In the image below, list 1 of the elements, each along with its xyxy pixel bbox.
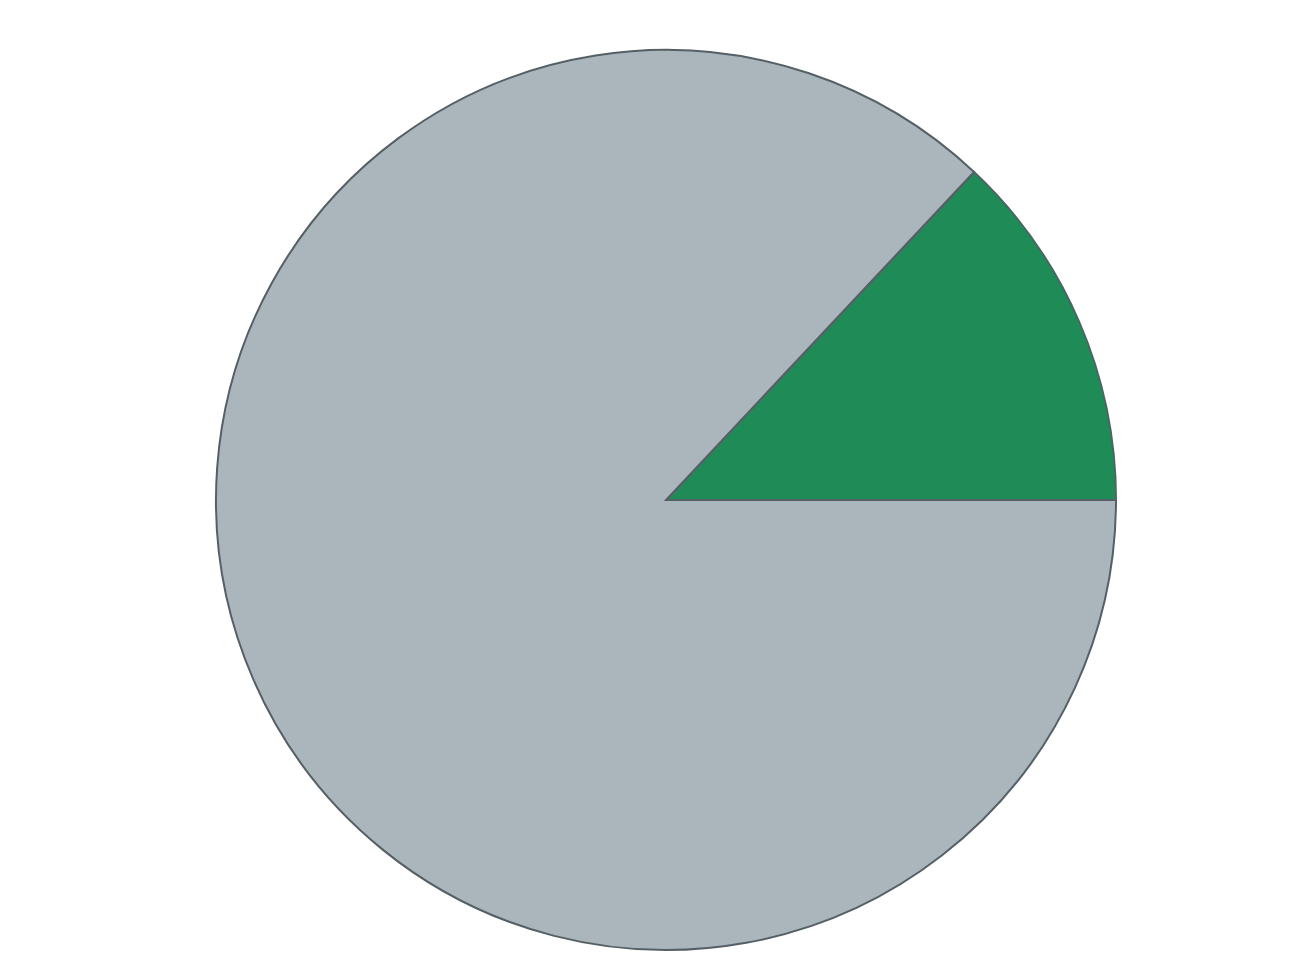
pie-slice (215, 49, 1117, 951)
